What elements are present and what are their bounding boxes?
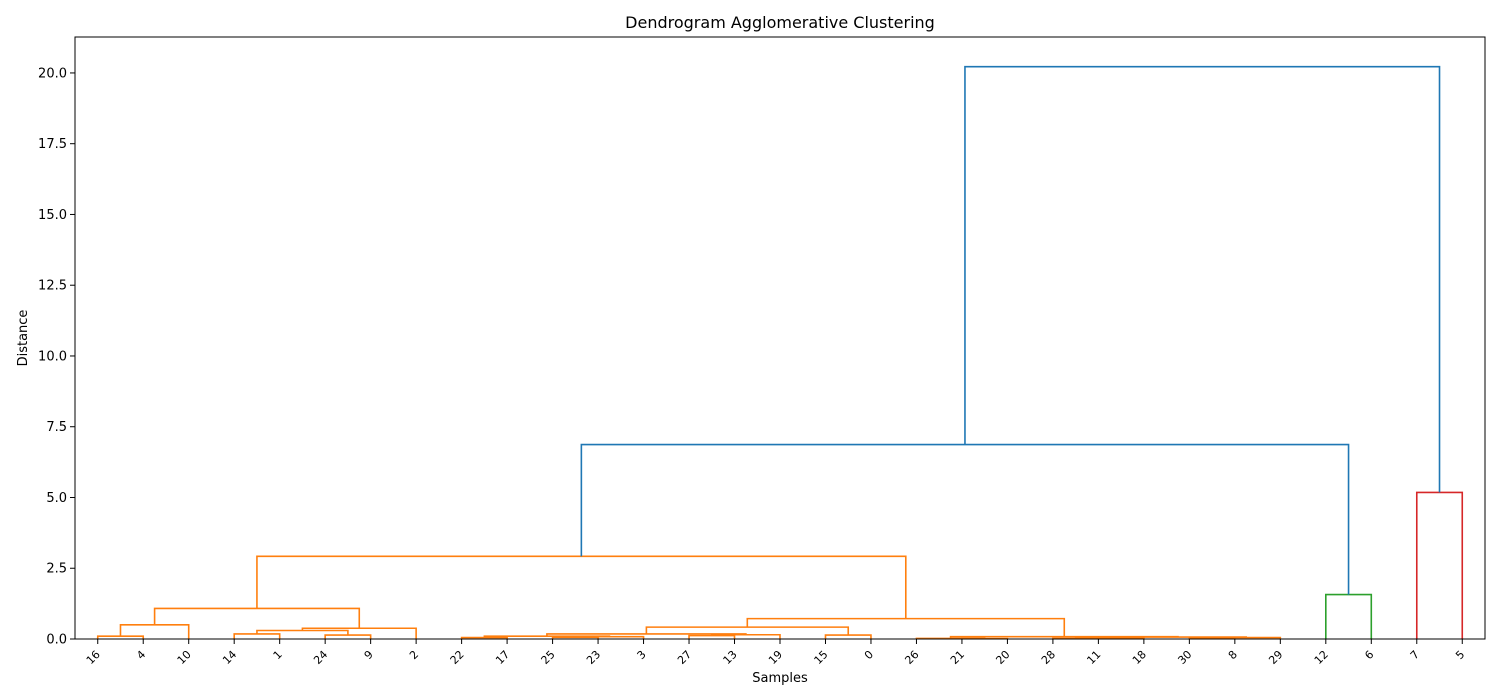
y-axis: 0.0 2.5 5.0 7.5 10.0 12.5 15.0 17.5 20.0 xyxy=(38,66,75,648)
leaf-label: 0 xyxy=(862,648,876,662)
leaf-label: 6 xyxy=(1362,648,1376,662)
leaf-label: 14 xyxy=(220,648,239,667)
y-tick-label: 0.0 xyxy=(46,633,67,648)
leaf-label: 12 xyxy=(1312,648,1331,667)
leaf-label: 29 xyxy=(1266,648,1285,667)
leaf-label: 3 xyxy=(635,648,649,662)
y-tick-label: 5.0 xyxy=(46,491,67,506)
y-axis-label: Distance xyxy=(16,310,31,367)
dendrogram-link xyxy=(688,634,736,639)
dendrogram-link xyxy=(324,634,372,639)
leaf-label: 27 xyxy=(675,648,694,667)
leaf-label: 28 xyxy=(1039,648,1058,667)
dendrogram-link xyxy=(256,555,907,619)
dendrogram-link xyxy=(96,635,145,639)
dendrogram-link xyxy=(1211,636,1282,639)
y-tick-label: 15.0 xyxy=(38,208,67,223)
leaf-label: 2 xyxy=(407,648,421,662)
leaf-label: 11 xyxy=(1084,648,1103,667)
leaf-label: 20 xyxy=(993,648,1012,667)
leaf-label: 7 xyxy=(1408,648,1422,662)
dendrogram-link xyxy=(1415,491,1464,639)
x-axis: 16 4 10 14 1 24 9 2 22 17 25 23 3 27 13 19 15 0 26 21 20 28 11… xyxy=(84,639,1467,667)
chart-title: Dendrogram Agglomerative Clustering xyxy=(625,13,935,32)
leaf-label: 26 xyxy=(902,648,921,667)
leaf-label: 9 xyxy=(362,648,376,662)
leaf-label: 25 xyxy=(539,648,558,667)
dendrogram-link xyxy=(460,636,508,639)
leaf-label: 19 xyxy=(766,648,785,667)
leaf-label: 5 xyxy=(1453,648,1467,662)
y-tick-label: 12.5 xyxy=(38,279,67,294)
leaf-label: 8 xyxy=(1226,648,1240,662)
dendrogram-link xyxy=(301,627,417,639)
dendrogram-link xyxy=(964,65,1441,493)
dendrogram-link xyxy=(1074,637,1145,639)
y-tick-label: 20.0 xyxy=(38,66,67,81)
dendrogram-link xyxy=(546,633,747,637)
leaf-label: 10 xyxy=(175,648,194,667)
dendrogram-link xyxy=(949,635,1179,639)
dendrogram-link xyxy=(645,626,850,636)
dendrogram-link xyxy=(119,624,190,639)
leaf-label: 23 xyxy=(584,648,603,667)
leaf-label: 1 xyxy=(271,648,285,662)
y-tick-label: 10.0 xyxy=(38,349,67,364)
dendrogram-link xyxy=(824,634,872,639)
dendrogram-link xyxy=(580,443,1350,595)
y-tick-label: 2.5 xyxy=(46,562,67,577)
leaf-label: 18 xyxy=(1130,648,1149,667)
plot-frame xyxy=(74,36,1486,640)
dendrogram-link xyxy=(1325,593,1373,639)
y-tick-label: 7.5 xyxy=(46,420,67,435)
leaf-label: 21 xyxy=(948,648,967,667)
x-axis-label: Samples xyxy=(752,671,808,686)
dendrogram-links xyxy=(96,65,1464,640)
dendrogram-link xyxy=(710,633,781,639)
leaf-label: 17 xyxy=(493,648,512,667)
dendrogram-link xyxy=(483,635,611,638)
leaf-label: 4 xyxy=(134,648,148,662)
leaf-label: 15 xyxy=(812,648,831,667)
leaf-label: 13 xyxy=(721,648,740,667)
leaf-label: 16 xyxy=(84,648,103,667)
dendrogram-link xyxy=(233,633,281,639)
y-tick-label: 17.5 xyxy=(38,137,67,152)
leaf-label: 22 xyxy=(448,648,467,667)
leaf-label: 24 xyxy=(311,648,330,667)
leaf-label: 30 xyxy=(1175,648,1194,667)
